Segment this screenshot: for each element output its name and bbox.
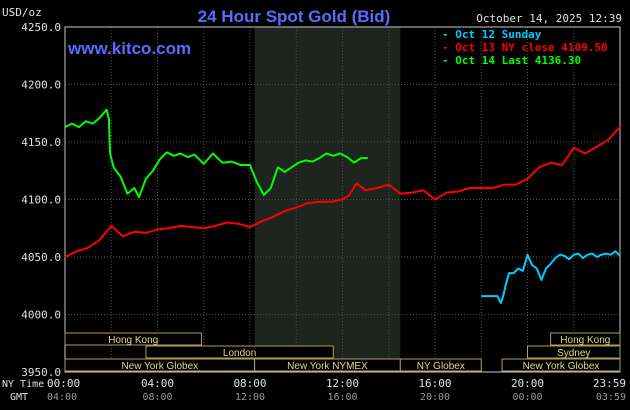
session-label: NY Globex [417,361,465,372]
session-box [501,358,621,372]
x-tick-label-ny: 04:00 [141,377,174,390]
y-tick-label: 4050.0 [21,251,61,264]
series-line-0 [481,250,621,304]
x-tick-label-ny: 20:00 [511,377,544,390]
x-tick-label-ny: 16:00 [418,377,451,390]
x-tick-label-gmt: 04:00 [47,392,77,403]
series-line-1 [64,126,621,258]
session-box [399,358,482,372]
session-box [550,332,621,346]
x-tick-label-ny: 08:00 [233,377,266,390]
x-tick-label-ny: 12:00 [326,377,359,390]
y-tick-label: 4000.0 [21,309,61,322]
x-tick-label-ny: 00:00 [47,377,80,390]
y-tick-label: 4100.0 [21,194,61,207]
y-tick-label: 4150.0 [21,136,61,149]
session-label: London [223,348,256,359]
x-tick-labels: 00:00 04:00 04:00 08:00 08:00 12:00 12:00 16:00… [47,377,626,403]
plot-frame [64,26,621,373]
session-label: New York Globex [523,361,600,372]
x-tick-label-gmt: 03:59 [596,392,626,403]
x-tick-label-ny: 23:59 [593,377,626,390]
y-unit-label: USD/oz [2,6,42,19]
gmt-row-label: GMT [10,392,28,403]
x-tick-label-gmt: 00:00 [512,392,542,403]
x-tick-label-gmt: 16:00 [327,392,357,403]
legend: - Oct 12 Sunday - Oct 13 NY close 4109.5… [442,28,608,67]
legend-item-oct13: - Oct 13 NY close 4109.50 [442,41,608,54]
y-tick-label: 4250.0 [21,21,61,34]
session-box [64,332,202,346]
y-tick-labels: 3950.0 4000.0 4050.0 4100.0 4150.0 4200.0 4250… [21,21,61,379]
timestamp: October 14, 2025 12:39 [476,12,622,25]
series-lines [64,108,621,304]
x-tick-label-gmt: 08:00 [142,392,172,403]
legend-item-oct14: - Oct 14 Last 4136.30 [442,54,581,67]
series-line-2 [64,108,368,199]
session-label: Hong Kong [108,335,158,346]
ny-time-row-label: NY Time [2,379,44,390]
trading-sessions: Hong Kong London New York Globex New York N… [64,332,621,372]
session-label: New York Globex [121,361,198,372]
session-label: Sydney [557,348,590,359]
kitco-watermark: www.kitco.com [67,39,191,58]
session-box [145,345,334,359]
chart-title: 24 Hour Spot Gold (Bid) [198,7,391,26]
x-tick-label-gmt: 12:00 [235,392,265,403]
session-label: New York NYMEX [287,361,368,372]
x-tick-label-gmt: 20:00 [420,392,450,403]
session-box [527,345,621,359]
nymex-highlight-band [254,27,401,372]
legend-item-oct12: - Oct 12 Sunday [442,28,542,41]
y-tick-label: 3950.0 [21,366,61,379]
session-label: Hong Kong [560,335,610,346]
y-tick-label: 4200.0 [21,79,61,92]
